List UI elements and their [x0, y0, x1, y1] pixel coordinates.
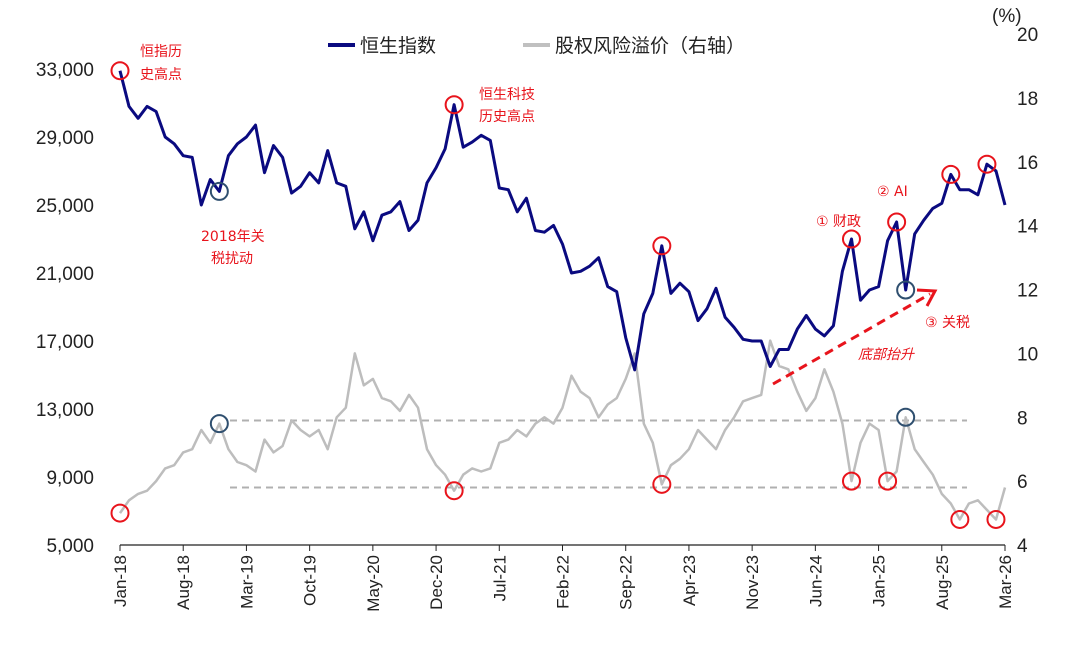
right-axis-tick-label: 6 [1017, 472, 1028, 493]
left-axis-tick-label: 25,000 [36, 196, 94, 217]
annotation-hstech-high-1: 恒生科技 [479, 87, 535, 103]
right-axis-tick-label: 4 [1017, 536, 1028, 557]
highlight-circle-red [841, 471, 861, 491]
annotation-tariff-2018-2: 税扰动 [211, 251, 253, 267]
x-axis-tick-label: Mar-19 [237, 555, 256, 609]
highlight-circle-red [652, 236, 672, 256]
annotation-bottom-rising: 底部抬升 [858, 347, 915, 363]
annotation-ai: ② AI [877, 184, 908, 200]
x-axis-tick-label: Dec-20 [427, 555, 446, 610]
left-axis-tick-label: 29,000 [36, 128, 94, 149]
left-axis-tick-label: 33,000 [36, 60, 94, 81]
highlight-circle-red [110, 503, 130, 523]
annotation-tariff: ③ 关税 [925, 315, 970, 331]
x-axis-tick-label: Aug-25 [933, 555, 952, 610]
x-axis-tick-label: May-20 [364, 555, 383, 612]
highlight-circle-red [444, 481, 464, 501]
x-axis-tick-label: Jul-21 [490, 555, 509, 601]
highlight-circle-red [950, 509, 970, 529]
bottom-rising-arrow-line [772, 292, 931, 386]
highlight-circle-red [941, 164, 961, 184]
x-axis-tick-label: Jan-25 [870, 555, 889, 607]
series-line-erp [118, 339, 1007, 521]
right-axis-tick-label: 18 [1017, 89, 1038, 110]
left-axis-tick-label: 9,000 [46, 468, 94, 489]
highlight-circle-red [878, 471, 898, 491]
annotations: 恒指历 史高点 恒生科技 历史高点 2018年关 税扰动 ① 财政 ② AI ③… [140, 44, 970, 386]
legend-label-erp: 股权风险溢价（右轴） [555, 35, 745, 57]
left-axis-tick-label: 13,000 [36, 400, 94, 421]
x-axis-tick-label: Apr-23 [680, 555, 699, 606]
annotation-hsi-high-2: 史高点 [140, 66, 182, 83]
x-axis-tick-label: Oct-19 [301, 555, 320, 606]
highlight-circle-blue [896, 407, 916, 427]
annotation-hstech-high-2: 历史高点 [479, 108, 535, 125]
x-axis-tick-label: Jun-24 [806, 555, 825, 607]
series-line-hsi [118, 70, 1007, 372]
highlight-circle-blue [209, 181, 229, 201]
x-axis-tick-label: Feb-22 [554, 555, 573, 609]
x-axis-tick-label: Jan-18 [111, 555, 130, 607]
bottom-rising-arrow-head [916, 288, 938, 307]
right-axis-unit: (%) [992, 6, 1022, 27]
x-axis-tick-label: Mar-26 [996, 555, 1015, 609]
annotation-hsi-high-1: 恒指历 [140, 44, 182, 60]
highlight-circle-red [887, 212, 907, 232]
left-axis-tick-label: 17,000 [36, 332, 94, 353]
right-axis-tick-label: 16 [1017, 153, 1038, 174]
highlight-circle-red [977, 154, 997, 174]
highlight-circle-red [841, 229, 861, 249]
right-axis-tick-label: 8 [1017, 408, 1028, 429]
right-axis-tick-label: 20 [1017, 25, 1038, 46]
x-axis-tick-label: Sep-22 [617, 555, 636, 610]
legend-label-hsi: 恒生指数 [360, 35, 436, 57]
right-axis-tick-label: 12 [1017, 281, 1038, 302]
highlight-circle-red [986, 509, 1006, 529]
annotation-fiscal: ① 财政 [816, 214, 861, 230]
highlight-circle-red [444, 95, 464, 115]
highlight-circle-red [110, 61, 130, 81]
legend: 恒生指数 股权风险溢价（右轴） [328, 35, 745, 57]
right-axis-tick-label: 10 [1017, 344, 1038, 365]
left-axis-tick-label: 5,000 [46, 536, 94, 557]
left-axis-tick-label: 21,000 [36, 264, 94, 285]
x-axis-tick-label: Nov-23 [743, 555, 762, 610]
highlight-circle-blue [896, 280, 916, 300]
highlight-circle-blue [209, 414, 229, 434]
annotation-tariff-2018-1: 2018年关 [201, 229, 265, 245]
right-axis-tick-label: 14 [1017, 217, 1039, 238]
x-axis-tick-label: Aug-18 [174, 555, 193, 610]
highlight-circle-red [652, 474, 672, 494]
